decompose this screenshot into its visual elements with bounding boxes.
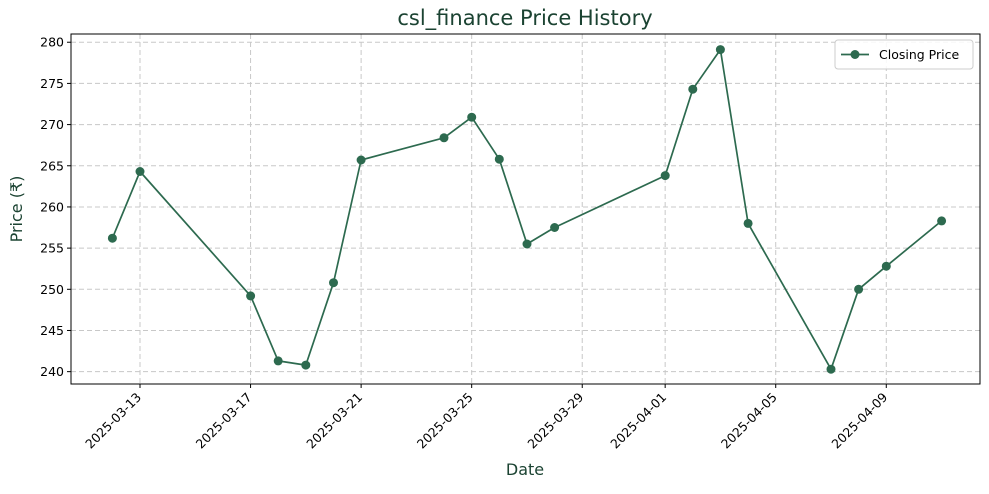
grid-layer xyxy=(71,34,980,384)
data-point xyxy=(522,239,532,249)
y-tick-label: 280 xyxy=(40,35,64,50)
data-point xyxy=(660,171,670,181)
y-tick-label: 275 xyxy=(40,76,64,91)
y-tick-label: 265 xyxy=(40,158,64,173)
y-tick-label: 250 xyxy=(40,282,64,297)
legend: Closing Price xyxy=(834,39,974,70)
data-point xyxy=(881,261,891,271)
data-point xyxy=(826,364,836,374)
x-axis: 2025-03-13 2025-03-17 2025-03-21 2025-03-25… xyxy=(82,384,890,451)
legend-label-closing-price: Closing Price xyxy=(879,47,959,62)
x-tick-label: 2025-03-29 xyxy=(524,389,586,451)
data-point xyxy=(301,360,311,370)
data-point xyxy=(329,278,338,288)
y-axis: 240 245 250 255 260 265 270 275 280 xyxy=(40,35,71,379)
y-tick-label: 255 xyxy=(40,241,64,256)
series-layer xyxy=(107,45,947,374)
x-tick-label: 2025-03-21 xyxy=(303,390,365,452)
x-tick-label: 2025-04-09 xyxy=(828,389,890,451)
data-point xyxy=(688,84,698,94)
data-point xyxy=(356,155,366,165)
data-point xyxy=(467,112,477,122)
x-tick-label: 2025-04-01 xyxy=(607,390,669,452)
data-point xyxy=(937,216,947,226)
plot-frame xyxy=(70,33,981,385)
x-tick-label: 2025-03-25 xyxy=(414,390,476,452)
legend-box xyxy=(834,39,974,70)
data-point xyxy=(743,218,753,228)
series-line-closing-price xyxy=(111,48,943,371)
data-point xyxy=(273,356,283,366)
data-point xyxy=(439,133,449,143)
x-tick-label: 2025-03-13 xyxy=(82,390,144,452)
data-point xyxy=(135,167,145,176)
y-axis-label: Price (₹) xyxy=(7,176,26,243)
data-point xyxy=(246,291,256,301)
y-tick-label: 270 xyxy=(40,117,64,132)
plot-area xyxy=(71,34,980,384)
data-point xyxy=(854,284,864,294)
chart-title: csl_finance Price History xyxy=(397,6,652,31)
data-point xyxy=(715,45,725,55)
y-tick-label: 240 xyxy=(40,364,64,379)
x-tick-label: 2025-04-05 xyxy=(718,390,780,452)
data-point xyxy=(494,154,504,164)
x-axis-label: Date xyxy=(506,460,544,479)
y-tick-label: 260 xyxy=(40,199,64,214)
x-tick-label: 2025-03-17 xyxy=(193,390,255,452)
y-tick-label: 245 xyxy=(40,323,64,338)
data-point xyxy=(550,223,560,232)
data-point xyxy=(107,233,117,243)
legend-marker-swatch xyxy=(850,50,860,59)
